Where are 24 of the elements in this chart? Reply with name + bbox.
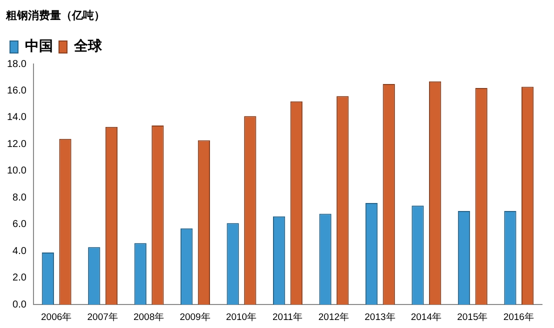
x-tick-label: 2006年: [41, 310, 72, 323]
y-tick-label: 2.0: [12, 272, 27, 284]
y-tick-label: 16.0: [6, 85, 27, 96]
x-tick-label: 2012年: [318, 310, 350, 323]
x-tick-label: 2009年: [180, 310, 211, 323]
y-tick-label: 6.0: [12, 219, 27, 230]
x-tick-label: 2011年: [272, 310, 303, 323]
y-tick-label: 18.0: [6, 58, 27, 70]
x-tick-label: 2016年: [503, 310, 534, 323]
y-tick-label: 8.0: [12, 192, 27, 204]
y-axis-title: 粗钢消费量（亿吨）: [6, 8, 105, 23]
x-tick-label: 2008年: [133, 310, 165, 323]
y-tick-label: 10.0: [6, 166, 27, 177]
y-tick-label: 4.0: [12, 246, 27, 257]
x-tick-label: 2010年: [226, 310, 258, 323]
y-tick-label: 0.0: [12, 299, 27, 310]
y-tick-label: 14.0: [6, 112, 27, 124]
legend-label: 全球: [73, 38, 103, 55]
y-tick-label: 12.0: [6, 138, 27, 150]
x-tick-label: 2013年: [364, 310, 396, 323]
x-tick-label: 2007年: [87, 310, 118, 323]
legend-label: 中国: [25, 38, 53, 55]
x-tick-label: 2014年: [410, 310, 442, 323]
x-tick-label: 2015年: [457, 310, 488, 323]
